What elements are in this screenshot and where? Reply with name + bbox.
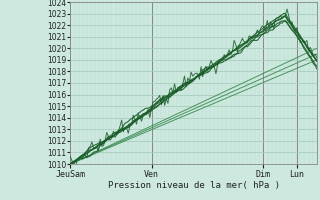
- X-axis label: Pression niveau de la mer( hPa ): Pression niveau de la mer( hPa ): [108, 181, 280, 190]
